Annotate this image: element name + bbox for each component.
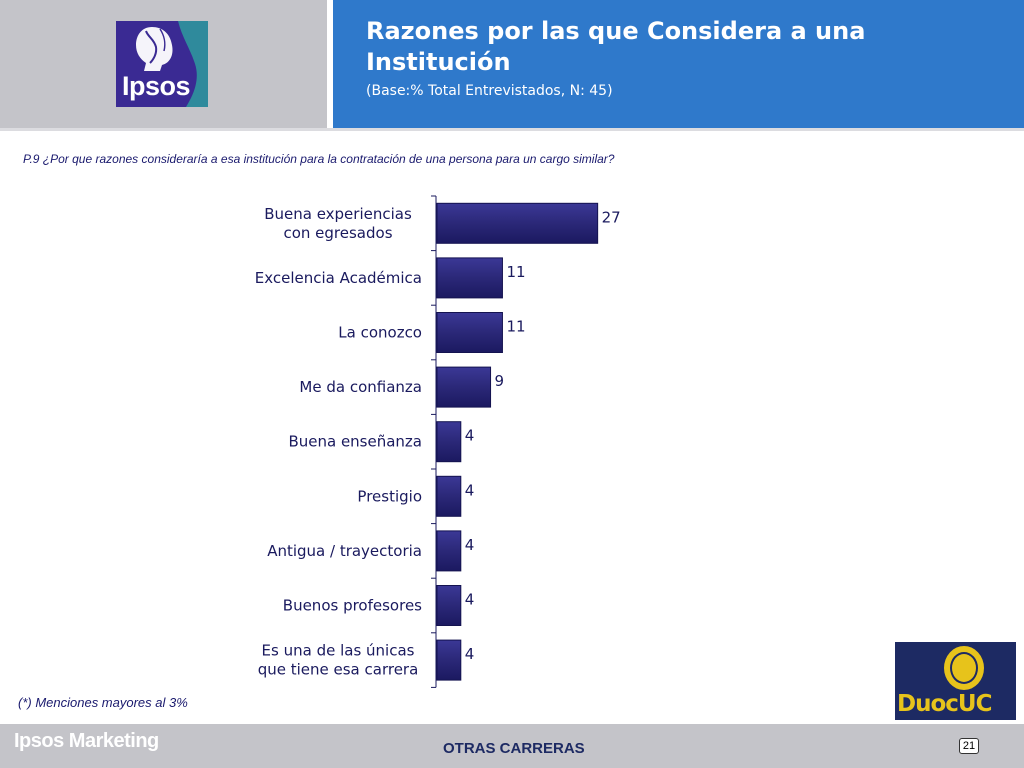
header-divider: [327, 0, 333, 128]
footer-bar: Ipsos Marketing OTRAS CARRERAS 21: [0, 724, 1024, 768]
ipsos-logo-text: Ipsos: [122, 71, 191, 101]
bar: [436, 312, 503, 353]
page-number: 21: [959, 738, 979, 754]
bar: [436, 585, 462, 626]
page-subtitle: (Base:% Total Entrevistados, N: 45): [366, 83, 613, 99]
category-label: Buenos profesores: [283, 597, 422, 615]
data-label: 11: [506, 318, 525, 336]
ipsos-logo: Ipsos: [116, 21, 208, 107]
data-label: 11: [506, 263, 525, 281]
data-label: 9: [495, 372, 505, 390]
bar: [436, 639, 462, 681]
data-label: 4: [465, 591, 475, 609]
bar: [436, 202, 599, 244]
footer-brand: Ipsos Marketing: [14, 730, 159, 752]
footer-section-label: OTRAS CARRERAS: [443, 740, 585, 757]
duoc-seal-icon: [942, 644, 986, 692]
category-label: Me da confianza: [299, 378, 422, 396]
bar: [436, 257, 503, 299]
header-title-panel: [333, 0, 1024, 128]
survey-question: P.9 ¿Por que razones consideraría a esa …: [23, 152, 615, 166]
bar: [436, 475, 462, 517]
footnote: (*) Menciones mayores al 3%: [18, 695, 188, 710]
data-label: 4: [465, 427, 475, 445]
bar: [436, 530, 462, 572]
category-label: Prestigio: [357, 487, 422, 505]
category-label: Buena experiencias con egresados: [264, 205, 412, 242]
page-title: Razones por las que Considera a una Inst…: [366, 17, 866, 76]
category-label: Antigua / trayectoria: [267, 542, 422, 560]
bar: [436, 421, 462, 463]
header-underline: [0, 128, 1024, 131]
duoc-logo-text: DuocUC: [897, 691, 992, 717]
category-label: Excelencia Académica: [255, 269, 422, 287]
bar: [436, 366, 492, 408]
category-label: Es una de las únicas que tiene esa carrer…: [258, 642, 419, 679]
category-label: Buena enseñanza: [288, 433, 422, 451]
data-label: 4: [465, 481, 475, 499]
duoc-uc-logo: DuocUC: [895, 642, 1016, 720]
data-label: 4: [465, 645, 475, 663]
category-label: La conozco: [338, 324, 422, 342]
data-label: 27: [602, 208, 621, 226]
data-label: 4: [465, 536, 475, 554]
ipsos-logo-graphic: [116, 21, 208, 107]
bar-chart: 27 Buena experiencias con egresados 11 Excel…: [255, 195, 621, 688]
